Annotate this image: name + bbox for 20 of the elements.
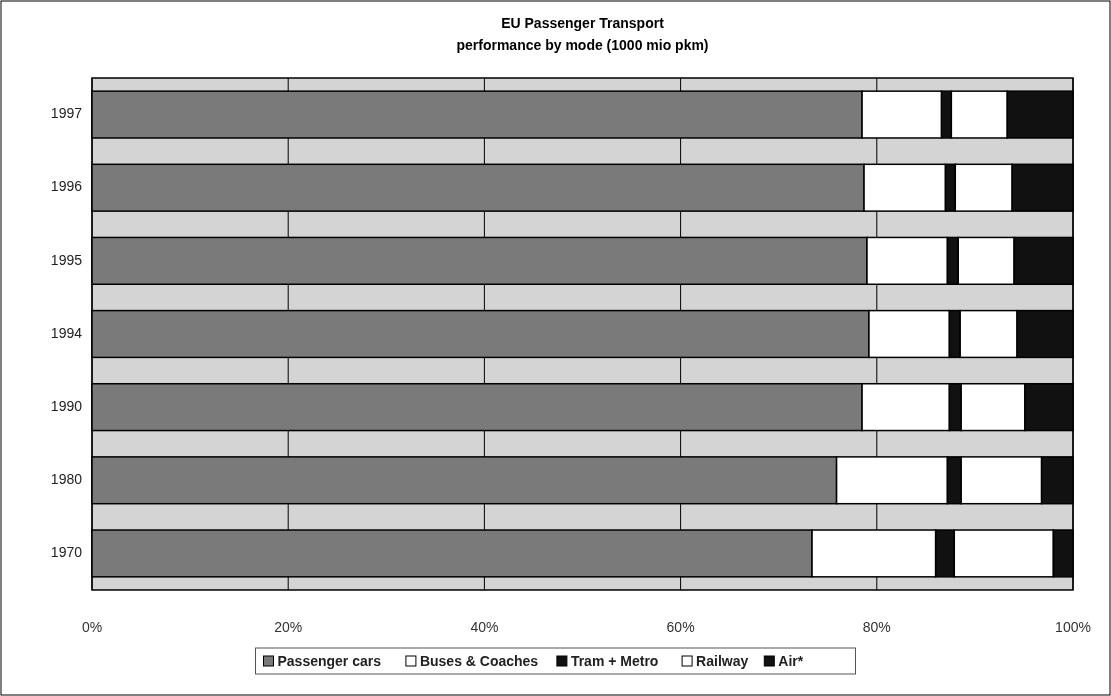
y-tick-label: 1997 (50, 105, 83, 122)
x-tick-label: 60% (666, 619, 695, 635)
chart-subtitle: performance by mode (1000 mio pkm) (456, 37, 709, 53)
y-tick-label: 1980 (50, 470, 83, 487)
legend-label: Tram + Metro (570, 653, 659, 669)
legend-label: Railway (696, 653, 749, 669)
x-tick-label: 20% (274, 619, 303, 635)
chart-title: EU Passenger Transport (501, 15, 665, 31)
legend-label: Buses & Coaches (419, 653, 539, 669)
legend-label: Air* (778, 653, 804, 669)
x-tick-label: 0% (81, 619, 103, 635)
y-tick-label: 1970 (50, 544, 83, 561)
x-tick-label: 80% (862, 619, 891, 635)
y-tick-label: 1996 (50, 178, 83, 195)
y-tick-label: 1994 (50, 324, 83, 341)
y-tick-label: 1995 (50, 251, 83, 268)
x-tick-label: 40% (470, 619, 499, 635)
legend-label: Passenger cars (277, 653, 382, 669)
x-tick-label: 100% (1055, 619, 1091, 635)
y-tick-label: 1990 (50, 397, 83, 414)
